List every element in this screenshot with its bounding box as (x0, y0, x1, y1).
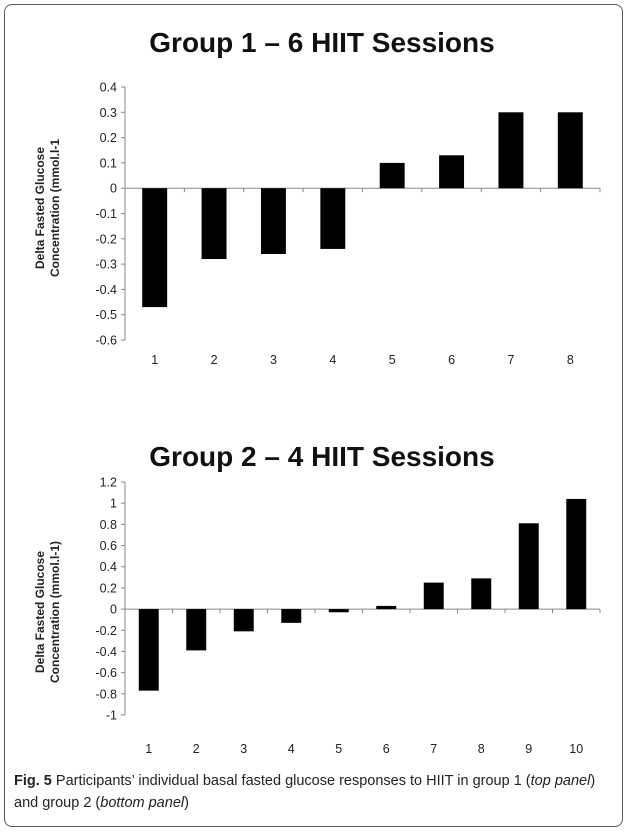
figure-caption: Fig. 5 Participants’ individual basal fa… (14, 770, 614, 814)
x-tick-label: 5 (335, 742, 342, 756)
bar-1-2 (201, 188, 227, 260)
y-axis-label-line2: Concentration (mmol.l-1 (48, 139, 62, 277)
x-tick-label: 4 (288, 742, 295, 756)
y-tick-label: 0 (110, 182, 117, 196)
bar-2-1 (138, 609, 159, 691)
x-tick-label: 4 (329, 353, 336, 367)
y-axis-label-group-2: Delta Fasted Glucose Concentration (mmol… (33, 541, 62, 683)
y-axis-label-line2: Concentration (mmol.l-1) (48, 541, 62, 683)
bar-1-6 (439, 155, 465, 189)
caption-text-a: Participants’ individual basal fasted gl… (51, 773, 531, 789)
y-tick-label: -0.4 (95, 645, 117, 659)
bar-2-6 (376, 605, 397, 610)
bar-1-1 (142, 188, 168, 308)
x-tick-label: 2 (211, 353, 218, 367)
y-tick-label: 0.2 (100, 581, 117, 595)
x-tick-label: 5 (389, 353, 396, 367)
y-tick-label: 0.8 (100, 518, 117, 532)
x-tick-label: 3 (270, 353, 277, 367)
y-tick-label: -0.2 (95, 232, 117, 246)
y-tick-label: -0.6 (95, 666, 117, 680)
x-tick-label: 3 (240, 742, 247, 756)
bar-2-9 (518, 523, 539, 610)
panel-group-1: Group 1 – 6 HIIT Sessions Delta Fasted G… (33, 27, 601, 367)
bar-2-3 (233, 609, 254, 632)
x-tick-label: 7 (507, 353, 514, 367)
bar-1-7 (498, 112, 524, 189)
x-tick-label: 2 (193, 742, 200, 756)
y-tick-label: 0 (110, 603, 117, 617)
bar-1-4 (320, 188, 346, 249)
panel-group-2: Group 2 – 4 HIIT Sessions Delta Fasted G… (33, 441, 601, 756)
x-tick-label: 6 (448, 353, 455, 367)
y-tick-label: 0.4 (100, 560, 117, 574)
y-tick-label: 0.3 (100, 106, 117, 120)
y-tick-label: 0.4 (100, 81, 117, 95)
bar-2-7 (423, 582, 444, 610)
bar-2-10 (566, 498, 587, 610)
bar-1-3 (260, 188, 286, 254)
y-tick-label: -0.3 (95, 258, 117, 272)
x-tick-label: 8 (567, 353, 574, 367)
y-tick-label: 0.1 (100, 156, 117, 170)
y-axis-label-line1: Delta Fasted Glucose (33, 551, 47, 673)
bar-2-4 (281, 609, 302, 623)
y-axis-label-line1: Delta Fasted Glucose (33, 147, 47, 269)
y-tick-label: -1 (106, 709, 117, 723)
bar-2-5 (328, 609, 349, 613)
y-tick-label: -0.8 (95, 687, 117, 701)
plot-area-group-1: 0.4 0.3 0.2 0.1 0 -0.1 -0.2 -0.3 -0.4 -0.5 -0.6 1 2 3… (95, 81, 601, 367)
bar-2-8 (471, 578, 492, 610)
x-tick-label: 7 (430, 742, 437, 756)
chart-title-group-1: Group 1 – 6 HIIT Sessions (149, 27, 494, 58)
plot-area-group-2: 1.2 1 0.8 0.6 0.4 0.2 0 -0.2 -0.4 -0.6 -0.8 -1 1 2 3 4 5… (95, 476, 601, 756)
x-tick-label: 1 (145, 742, 152, 756)
y-tick-label: 0.6 (100, 539, 117, 553)
y-tick-label: -0.6 (95, 334, 117, 348)
caption-em-top: top panel (530, 773, 591, 789)
y-axis-label-group-1: Delta Fasted Glucose Concentration (mmol… (33, 139, 62, 277)
y-tick-label: 0.2 (100, 131, 117, 145)
x-tick-label: 8 (478, 742, 485, 756)
y-tick-label: -0.2 (95, 624, 117, 638)
bar-2-2 (186, 609, 207, 651)
x-tick-label: 10 (569, 742, 583, 756)
chart-title-group-2: Group 2 – 4 HIIT Sessions (149, 441, 494, 472)
y-tick-label: -0.4 (95, 283, 117, 297)
caption-em-bottom: bottom panel (100, 795, 185, 811)
y-tick-label: -0.1 (95, 207, 117, 221)
caption-text-b: ) and group 2 ( (14, 773, 596, 811)
x-tick-label: 6 (383, 742, 390, 756)
bar-1-5 (379, 162, 405, 189)
figure-label: Fig. 5 (14, 773, 52, 789)
bar-1-8 (557, 112, 583, 189)
x-tick-label: 1 (151, 353, 158, 367)
y-tick-label: 1.2 (100, 476, 117, 490)
caption-text-c: ) (184, 795, 189, 811)
y-tick-label: 1 (110, 497, 117, 511)
x-tick-label: 9 (525, 742, 532, 756)
y-tick-label: -0.5 (95, 308, 117, 322)
